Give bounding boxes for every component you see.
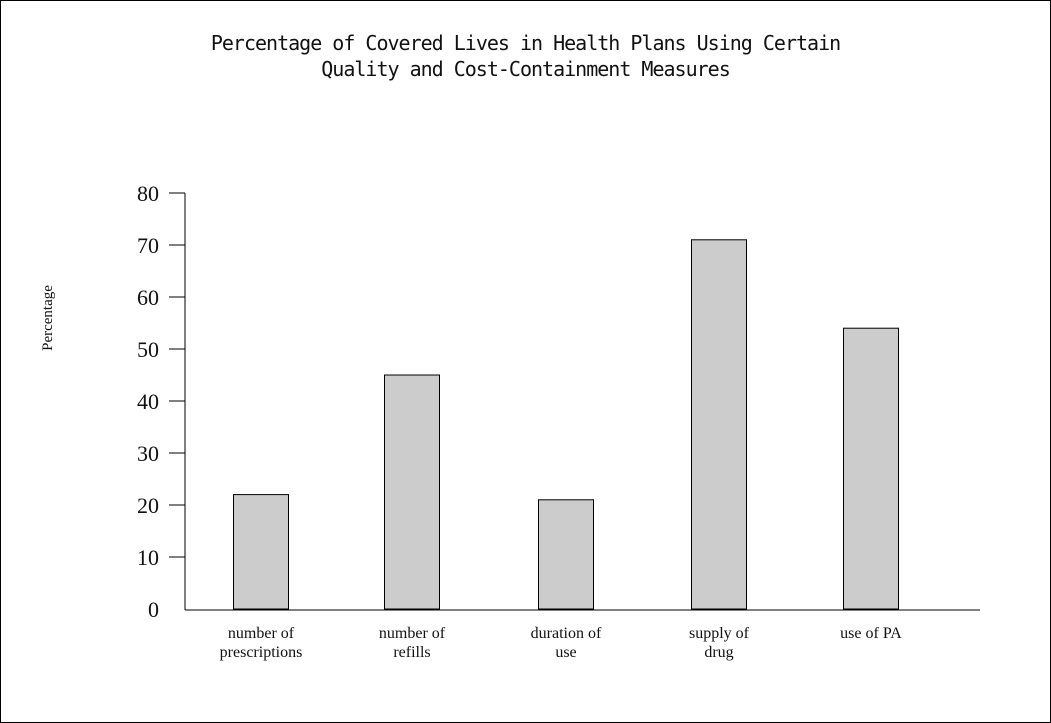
x-tick-label-line: drug <box>704 644 733 661</box>
x-tick-label-line: use of PA <box>840 625 902 642</box>
y-tick-label: 60 <box>137 285 159 310</box>
bar <box>384 374 440 610</box>
chart-title: Percentage of Covered Lives in Health Pl… <box>0 30 1051 82</box>
y-axis-label: Percentage <box>40 285 56 351</box>
y-tick-label: 10 <box>137 545 159 570</box>
bar <box>691 239 747 610</box>
x-tick-label-line: use <box>555 644 576 661</box>
chart-title-line-2: Quality and Cost-Containment Measures <box>321 57 731 81</box>
y-axis: 0 10 20 30 40 50 60 70 80 <box>137 181 980 622</box>
x-tick-label: supply of drug <box>689 625 750 661</box>
y-tick-label: 0 <box>148 597 159 622</box>
y-tick-label: 80 <box>137 181 159 206</box>
x-tick-label: number of prescriptions <box>220 625 303 661</box>
y-tick-label: 20 <box>137 493 159 518</box>
x-tick-label: use of PA <box>840 625 902 642</box>
x-tick-label-line: refills <box>393 644 430 661</box>
x-tick-label-line: prescriptions <box>220 644 303 661</box>
y-tick-label: 70 <box>137 233 159 258</box>
bar <box>843 327 899 610</box>
x-tick-label-line: duration of <box>531 625 602 642</box>
y-tick-label: 40 <box>137 389 159 414</box>
x-tick-label: duration of use <box>531 625 602 661</box>
x-tick-label-line: supply of <box>689 625 750 642</box>
y-tick-label: 50 <box>137 337 159 362</box>
x-tick-label: number of refills <box>379 625 446 661</box>
chart-title-line-1: Percentage of Covered Lives in Health Pl… <box>210 31 841 55</box>
x-axis-labels: number of prescriptions number of refills du… <box>220 625 903 661</box>
x-tick-label-line: number of <box>379 625 446 642</box>
x-tick-label-line: number of <box>228 625 295 642</box>
bar <box>538 499 594 610</box>
y-tick-label: 30 <box>137 441 159 466</box>
bar <box>233 494 289 610</box>
bars <box>233 239 899 610</box>
